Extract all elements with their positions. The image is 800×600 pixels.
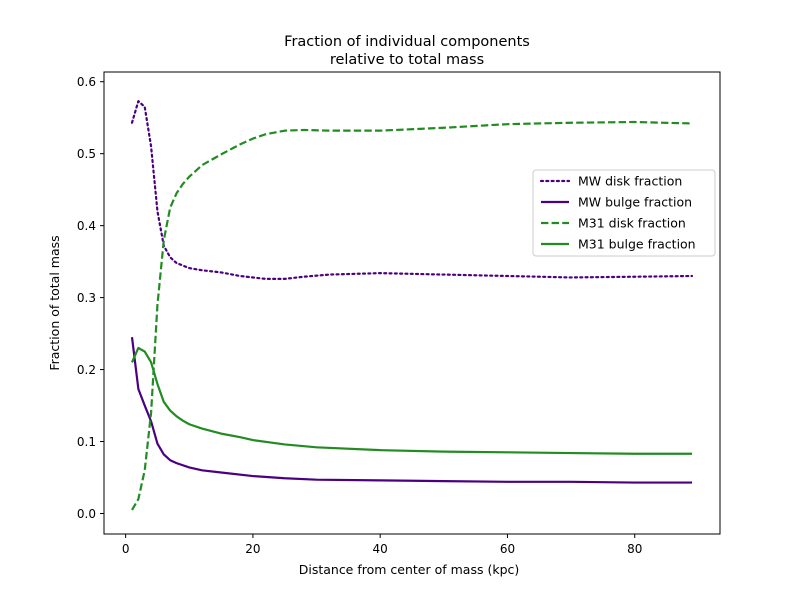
x-axis: 0 20 40 60 80 [122, 534, 642, 556]
y-axis: 0.0 0.1 0.2 0.3 0.4 0.5 0.6 [77, 75, 104, 521]
chart-title: Fraction of individual components relati… [284, 34, 530, 68]
y-tick-label-0: 0.0 [77, 507, 96, 521]
legend-label-3: M31 bulge fraction [578, 237, 696, 252]
series-line-3 [130, 346, 692, 455]
series-line-1 [130, 337, 692, 484]
x-tick-label-2: 40 [373, 542, 388, 556]
y-tick-label-3: 0.3 [77, 291, 96, 305]
x-axis-label: Distance from center of mass (kpc) [299, 562, 520, 577]
legend: MW disk fraction MW bulge fraction M31 dis… [532, 169, 716, 257]
x-tick-label-0: 0 [122, 542, 130, 556]
legend-label-1: MW bulge fraction [578, 195, 692, 210]
plot-area-frame [103, 71, 721, 535]
legend-label-0: MW disk fraction [578, 174, 682, 189]
y-tick-label-1: 0.1 [77, 435, 96, 449]
legend-frame [532, 169, 716, 257]
series-line-2 [131, 120, 693, 511]
y-tick-label-2: 0.2 [77, 363, 96, 377]
x-tick-label-3: 60 [500, 542, 515, 556]
y-tick-label-4: 0.4 [77, 219, 96, 233]
y-axis-label: Fraction of total mass [47, 235, 62, 370]
legend-label-2: M31 disk fraction [578, 216, 686, 231]
y-tick-label-5: 0.5 [77, 147, 96, 161]
x-tick-label-1: 20 [245, 542, 260, 556]
x-tick-label-4: 80 [627, 542, 642, 556]
chart-title-line-2: relative to total mass [330, 52, 484, 68]
series-group [130, 100, 694, 511]
y-tick-label-6: 0.6 [77, 75, 96, 89]
chart-title-line-1: Fraction of individual components [284, 34, 530, 50]
series-line-0 [130, 100, 694, 280]
